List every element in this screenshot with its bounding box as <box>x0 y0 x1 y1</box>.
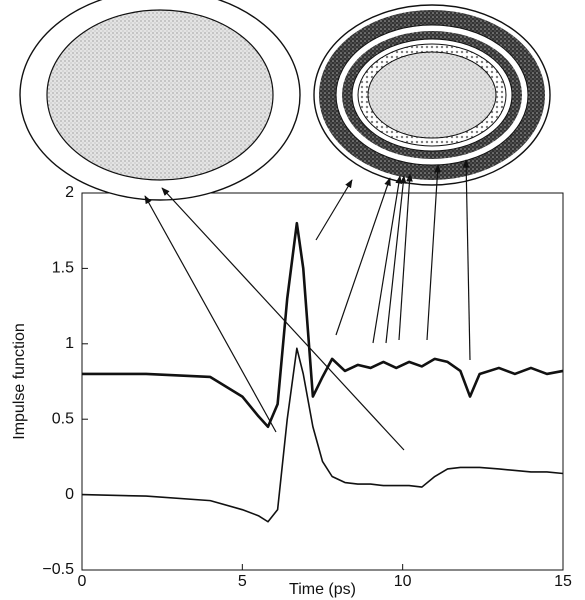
series-line <box>82 221 564 429</box>
x-tick-label: 15 <box>554 573 572 590</box>
y-tick-label: 1.5 <box>52 260 74 277</box>
axes-box <box>81 192 564 571</box>
y-tick-label: 1 <box>65 335 74 352</box>
x-axis-label: Time (ps) <box>289 581 356 598</box>
series-line <box>81 347 564 523</box>
inner-ellipse <box>46 9 274 181</box>
core <box>367 51 497 139</box>
x-tick-label: 10 <box>394 573 412 590</box>
arrows <box>144 159 471 451</box>
y-tick-label: 0.5 <box>52 410 74 427</box>
diagram <box>19 0 551 201</box>
y-tick-label: 0 <box>65 486 74 503</box>
y-tick-label: 2 <box>65 184 74 201</box>
y-tick-label: −0.5 <box>42 561 74 578</box>
y-axis-label: Impulse function <box>11 323 28 440</box>
x-tick-label: 5 <box>238 573 247 590</box>
x-tick-label: 0 <box>78 573 87 590</box>
